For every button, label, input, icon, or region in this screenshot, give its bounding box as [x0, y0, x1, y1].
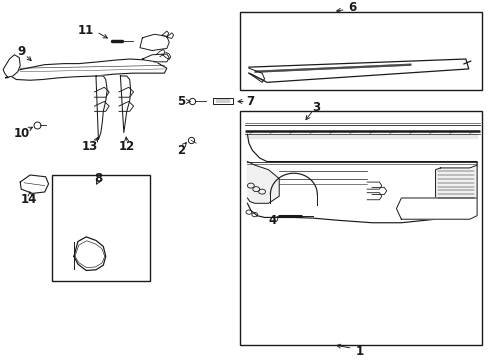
Polygon shape — [436, 165, 477, 203]
Text: 8: 8 — [94, 172, 102, 185]
Polygon shape — [74, 237, 106, 270]
Polygon shape — [143, 54, 169, 62]
Polygon shape — [247, 134, 477, 223]
Polygon shape — [96, 76, 107, 140]
Bar — [240, 111, 482, 345]
Text: 5: 5 — [177, 95, 186, 108]
Text: 1: 1 — [356, 345, 364, 357]
Polygon shape — [249, 59, 469, 82]
Text: 3: 3 — [312, 101, 320, 114]
Text: 2: 2 — [177, 144, 186, 157]
Polygon shape — [246, 134, 477, 138]
Bar — [213, 98, 233, 104]
Text: 12: 12 — [119, 140, 135, 153]
Bar — [240, 12, 482, 90]
Polygon shape — [247, 162, 279, 203]
Text: 13: 13 — [82, 140, 98, 153]
Polygon shape — [396, 198, 477, 219]
Polygon shape — [3, 55, 20, 78]
Polygon shape — [140, 34, 169, 50]
Text: 4: 4 — [269, 215, 277, 228]
Polygon shape — [10, 59, 167, 80]
Text: 11: 11 — [78, 23, 95, 36]
Text: 9: 9 — [17, 45, 25, 58]
Polygon shape — [20, 175, 49, 193]
Text: 6: 6 — [348, 1, 357, 14]
Bar — [52, 175, 150, 281]
Text: 14: 14 — [21, 193, 37, 206]
Text: 10: 10 — [14, 127, 30, 140]
Text: 7: 7 — [246, 95, 254, 108]
Polygon shape — [121, 76, 131, 132]
